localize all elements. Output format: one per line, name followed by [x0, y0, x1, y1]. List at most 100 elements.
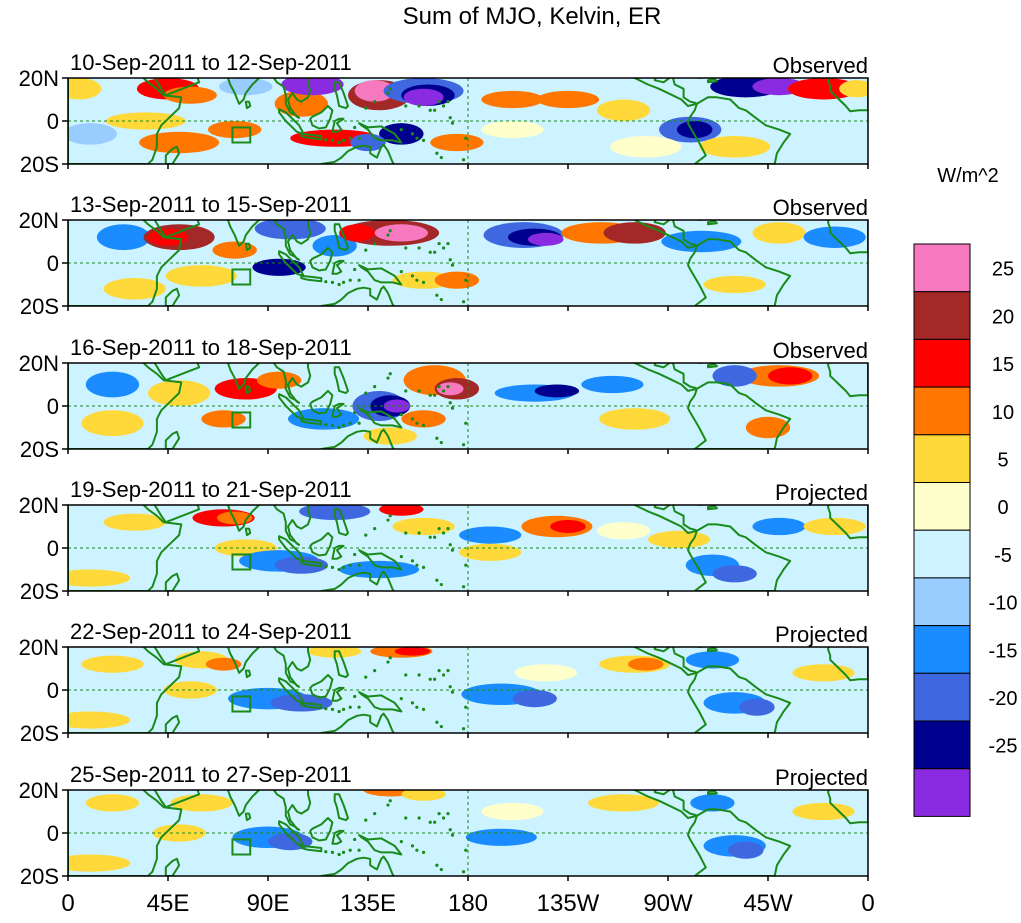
island [461, 158, 466, 162]
lat-label: 0 [47, 678, 59, 703]
island [364, 533, 368, 537]
island [410, 559, 415, 563]
lon-label: 135E [340, 890, 396, 917]
panel-type: Projected [775, 480, 868, 505]
colorbar-swatch [913, 386, 971, 436]
island [450, 548, 455, 552]
lon-label: 135W [537, 890, 600, 917]
coastline [226, 363, 261, 390]
colorbar-label: 10 [992, 402, 1014, 424]
panel-date: 16-Sep-2011 to 18-Sep-2011 [70, 335, 352, 360]
coastline [164, 145, 181, 164]
coastline [272, 363, 312, 404]
colorbar-label: 5 [997, 450, 1008, 472]
region-box [231, 695, 252, 713]
island [341, 565, 346, 569]
island [515, 74, 518, 77]
island [415, 421, 419, 425]
colorbar-swatch [913, 482, 971, 531]
anomaly-contour [434, 271, 480, 289]
anomaly-contour [596, 522, 651, 540]
coastline [152, 790, 201, 809]
map-panel: 20N 0 20S 22-Sep-2011 to 24-Sep-2011 Project… [19, 619, 869, 746]
anomaly-contour [139, 131, 220, 154]
colorbar-label: 0 [997, 497, 1008, 519]
coastline [331, 544, 345, 560]
island [415, 705, 419, 709]
anomaly-contour [603, 222, 666, 244]
island [353, 837, 357, 842]
coastline [244, 812, 252, 822]
coastline [300, 417, 323, 426]
coastline [164, 572, 181, 591]
anomaly-contour [839, 80, 868, 98]
island [386, 518, 390, 522]
anomaly-contour [459, 543, 522, 561]
island [330, 280, 335, 284]
coastline [333, 650, 349, 679]
anomaly-contour [401, 410, 446, 428]
island [441, 389, 446, 393]
island [341, 850, 346, 854]
coastline [272, 220, 312, 261]
anomaly-contour [536, 90, 600, 109]
island [415, 563, 419, 567]
coastline [687, 665, 792, 733]
coastline [320, 285, 396, 306]
island [324, 423, 328, 427]
coastline [278, 393, 305, 420]
island [439, 155, 443, 160]
island [324, 565, 328, 569]
coastline [358, 834, 403, 856]
coastline [164, 430, 181, 449]
coastline [226, 505, 261, 532]
anomaly-contour [105, 112, 186, 130]
anomaly-contour [81, 655, 144, 673]
coastline [68, 647, 183, 733]
island [435, 863, 439, 867]
colorbar-swatch [913, 625, 971, 674]
anomaly-contour [581, 375, 644, 394]
anomaly-contour [528, 232, 564, 246]
island [421, 850, 426, 854]
coastline [152, 78, 201, 97]
island [388, 229, 392, 233]
anomaly-contour [752, 222, 806, 244]
lat-label: 20N [19, 351, 59, 376]
island [330, 850, 335, 854]
anomaly-contour [379, 123, 424, 145]
coastline [226, 790, 261, 817]
island [435, 436, 439, 440]
island [421, 707, 426, 711]
island [410, 844, 415, 848]
island [357, 848, 361, 852]
island [399, 128, 403, 132]
island [415, 278, 419, 282]
island [450, 263, 455, 267]
anomaly-contour [268, 833, 313, 851]
island [410, 701, 415, 705]
coastline [68, 790, 183, 876]
anomaly-contour [465, 828, 537, 846]
anomaly-contour [96, 224, 151, 251]
anomaly-contour [165, 265, 237, 287]
island [364, 391, 368, 395]
island [373, 242, 377, 246]
anomaly-contour [103, 513, 166, 531]
island [330, 423, 335, 427]
anomaly-contour [219, 78, 273, 96]
lon-label: 90W [643, 890, 693, 917]
colorbar-label: 25 [992, 259, 1014, 281]
coastline [358, 691, 403, 713]
island [399, 555, 403, 559]
coastline [278, 108, 305, 135]
anomaly-contour [481, 121, 544, 139]
island [437, 100, 441, 104]
anomaly-contour [685, 651, 740, 669]
island [337, 852, 341, 857]
colorbar-label: 20 [992, 306, 1014, 328]
coastline [309, 817, 334, 842]
coastline [633, 647, 698, 676]
coastline [309, 532, 334, 557]
island [439, 724, 443, 729]
